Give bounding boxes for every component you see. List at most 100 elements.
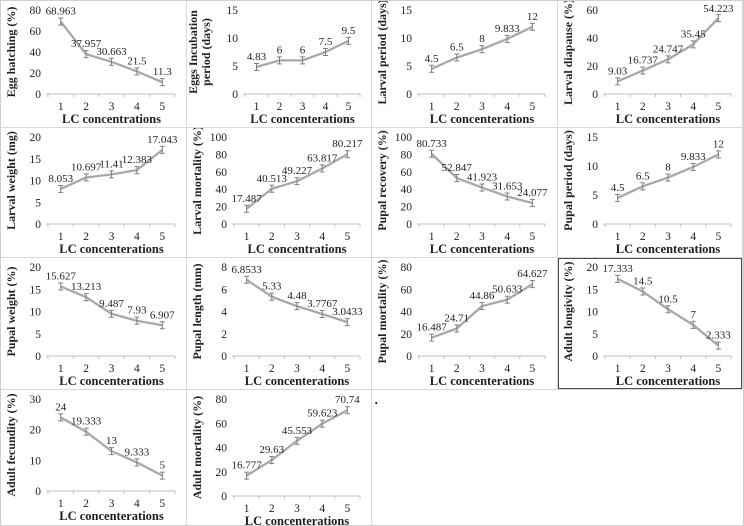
data-point-label: 7.5 [319, 36, 333, 48]
data-point-label: 54.223 [703, 3, 734, 15]
y-axis-title: Larval period (days) [375, 1, 389, 105]
cell: Egg hatching (%) 0 20 40 60 80 1 2 3 4 5 LC concent… [1, 1, 187, 128]
y-tick-label: 60 [30, 26, 42, 38]
x-tick-label: 2 [269, 231, 275, 243]
y-tick-label: 80 [30, 5, 42, 17]
chart-panel-adult-mortality: Adult mortality (%) 0 20 40 60 80 1 2 3 4 5 LC conc… [187, 390, 371, 525]
x-tick-label: 2 [277, 101, 283, 113]
x-tick-label: 5 [346, 101, 352, 113]
x-tick-label: 5 [345, 503, 351, 515]
y-tick-label: 0 [221, 219, 227, 231]
x-axis-title: LC concenterations [615, 374, 720, 388]
x-tick-label: 1 [244, 363, 250, 375]
y-tick-label: 80 [401, 262, 413, 274]
y-tick-label: 30 [30, 394, 42, 406]
data-point-label: 64.627 [518, 268, 549, 280]
x-axis-title: LC concentrations [248, 242, 347, 256]
data-point-label: 4.5 [610, 182, 624, 194]
x-tick-label: 5 [159, 498, 165, 510]
y-tick-label: 80 [216, 394, 228, 406]
y-tick-label: 15 [30, 154, 42, 166]
chart-svg: Egg hatching (%) 0 20 40 60 80 1 2 3 4 5LC concent… [4, 5, 176, 126]
y-tick-label: 100 [395, 132, 413, 144]
x-tick-label: 4 [134, 363, 140, 375]
y-tick-label: 80 [401, 149, 413, 161]
x-axis-title: LC concenterations [430, 242, 535, 256]
y-tick-label: 5 [35, 329, 41, 341]
x-axis-title: LC concentrations [62, 112, 161, 126]
y-axis-title: Pupal weight (%) [4, 266, 18, 356]
empty-cell [372, 390, 558, 525]
x-tick-label: 4 [505, 101, 511, 113]
x-axis-title: LC concenterations [250, 112, 355, 126]
data-point-label: 8.053 [48, 173, 73, 185]
x-tick-label: 4 [134, 231, 140, 243]
x-tick-label: 5 [345, 231, 351, 243]
y-axis-title: Pupal recovery (%) [375, 130, 389, 230]
data-point-label: 9.333 [125, 446, 150, 458]
x-tick-label: 2 [454, 101, 460, 113]
data-point-label: 4.48 [287, 290, 307, 302]
y-tick-label: 60 [216, 167, 228, 179]
y-tick-label: 5 [35, 197, 41, 209]
data-point-label: 13 [106, 435, 118, 447]
chart-panel-larval-weight: Larval weight (mg) 0 5 10 15 20 1 2 3 4 5 LC concen… [1, 128, 186, 257]
data-point-label: 44.86 [470, 290, 495, 302]
y-tick-label: 0 [221, 491, 227, 503]
x-tick-label: 3 [665, 101, 671, 113]
x-tick-label: 3 [665, 363, 671, 375]
data-point-label: 37.957 [71, 38, 102, 50]
y-tick-label: 5 [592, 190, 598, 202]
x-tick-label: 4 [319, 231, 325, 243]
x-tick-label: 5 [715, 231, 721, 243]
data-point-label: 5.33 [262, 281, 282, 293]
data-point-label: 4.83 [247, 51, 267, 63]
chart-svg: Pupal length (mm) 0 2 4 6 8 1 2 3 4 5LC concentera… [190, 262, 363, 388]
chart-panel-adult-fecundity: Adult fecundity (%) 0 10 20 30 1 2 3 4 5 LC concen… [1, 390, 186, 525]
x-tick-label: 3 [109, 498, 115, 510]
data-point-label: 3.0433 [332, 306, 363, 318]
y-tick-label: 6 [221, 284, 227, 296]
x-tick-label: 5 [530, 363, 536, 375]
chart-panel-pupal-period: Pupal period (days) 0 5 10 15 1 2 3 4 5 LC concent… [558, 128, 742, 257]
x-tick-label: 4 [690, 363, 696, 375]
y-tick-label: 2 [221, 329, 227, 341]
x-tick-label: 3 [300, 101, 306, 113]
chart-panel-egg-hatching: Egg hatching (%) 0 20 40 60 80 1 2 3 4 5 LC concent… [1, 1, 186, 127]
data-point-label: 29.63 [259, 444, 284, 456]
x-tick-label: 2 [640, 363, 646, 375]
data-point-label: 5 [160, 460, 166, 472]
x-axis-title: LC concenterations [615, 112, 720, 126]
cell: Adult fecundity (%) 0 10 20 30 1 2 3 4 5 LC concen… [1, 390, 187, 525]
data-point-label: 15.627 [46, 270, 77, 282]
x-tick-label: 2 [454, 231, 460, 243]
y-tick-label: 60 [216, 418, 228, 430]
x-tick-label: 1 [614, 101, 620, 113]
x-axis-title: LC concenterations [59, 509, 164, 523]
chart-panel-larval-mortality: Larval mortality (%) 0 20 40 60 80 100 1 2 3 4 5 LC … [187, 126, 371, 257]
y-tick-label: 0 [592, 351, 598, 363]
data-point-label: 2.333 [706, 330, 731, 342]
x-tick-label: 2 [640, 231, 646, 243]
chart-panel-pupal-length: Pupal length (mm) 0 2 4 6 8 1 2 3 4 5 LC concentera… [187, 258, 371, 389]
x-tick-label: 5 [715, 101, 721, 113]
data-point-label: 10.697 [71, 161, 102, 173]
data-point-label: 9.03 [608, 65, 628, 77]
data-point-label: 16.487 [417, 322, 448, 334]
y-tick-label: 5 [407, 61, 413, 73]
x-tick-label: 4 [505, 363, 511, 375]
cell: Adult mortality (%) 0 20 40 60 80 1 2 3 4 5 LC conc… [187, 390, 373, 525]
data-point-label: 7 [690, 309, 696, 321]
data-point-label: 63.817 [307, 152, 338, 164]
y-tick-label: 0 [407, 351, 413, 363]
x-axis-title: LC concenterations [59, 374, 164, 388]
y-tick-label: 20 [30, 68, 42, 80]
y-tick-label: 60 [401, 284, 413, 296]
data-point-label: 9.833 [680, 151, 705, 163]
data-point-label: 13.213 [71, 281, 102, 293]
x-tick-label: 1 [429, 363, 435, 375]
y-tick-label: 0 [35, 486, 41, 498]
